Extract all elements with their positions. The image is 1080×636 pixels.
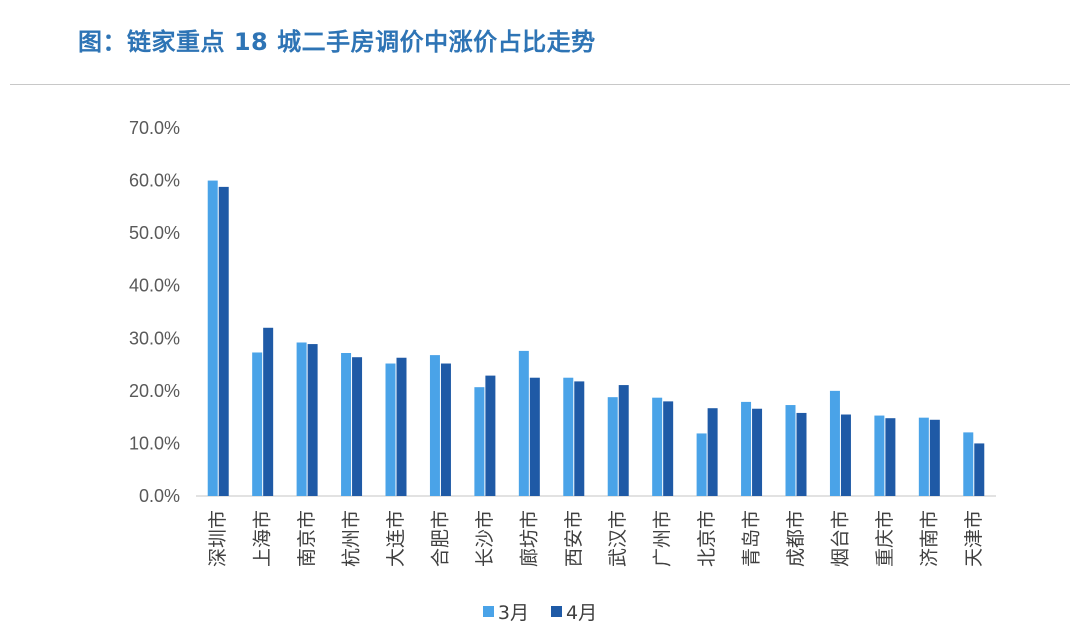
bar-march <box>785 405 796 496</box>
bar-march <box>874 415 885 496</box>
bar-march <box>207 180 218 497</box>
bar-april <box>796 412 807 496</box>
bar-april <box>974 443 985 496</box>
y-tick-label: 40.0% <box>129 276 180 296</box>
y-tick-label: 0.0% <box>139 486 180 506</box>
x-category-label: 烟台市 <box>829 510 851 567</box>
bar-march <box>741 401 752 496</box>
y-tick-label: 30.0% <box>129 328 180 348</box>
x-category-label: 广州市 <box>652 510 674 567</box>
x-category-label: 上海市 <box>252 510 274 567</box>
bar-march <box>563 377 574 496</box>
bar-april <box>485 375 496 496</box>
x-category-label: 重庆市 <box>874 510 896 567</box>
bar-march <box>607 397 618 496</box>
bar-april <box>529 377 540 496</box>
bar-march <box>963 432 974 496</box>
bar-march <box>296 342 307 496</box>
title-divider <box>10 84 1070 85</box>
legend-swatch-march <box>482 606 494 617</box>
x-category-label: 大连市 <box>385 510 407 567</box>
bar-march <box>385 363 396 496</box>
x-category-label: 西安市 <box>563 510 585 567</box>
bar-april <box>352 357 363 496</box>
bar-april <box>307 344 318 496</box>
x-category-label: 杭州市 <box>341 510 363 567</box>
x-category-label: 合肥市 <box>429 510 451 567</box>
bar-march <box>429 355 440 496</box>
legend-swatch-april <box>551 606 562 617</box>
y-tick-label: 50.0% <box>129 223 180 243</box>
y-tick-label: 70.0% <box>129 118 180 138</box>
bar-april <box>929 419 940 496</box>
bar-april <box>218 186 229 496</box>
bar-april <box>263 327 274 496</box>
chart-title: 图：链家重点 18 城二手房调价中涨价占比走势 <box>78 28 596 56</box>
y-tick-label: 60.0% <box>129 171 180 191</box>
bar-april <box>440 363 451 496</box>
bar-march <box>829 390 840 496</box>
bar-april <box>885 418 896 496</box>
x-category-label: 武汉市 <box>607 510 629 567</box>
bar-april <box>663 401 674 496</box>
x-category-label: 青岛市 <box>741 510 763 567</box>
bar-april <box>618 385 629 496</box>
y-tick-label: 20.0% <box>129 381 180 401</box>
x-category-label: 北京市 <box>696 510 718 567</box>
bar-april <box>707 408 718 496</box>
bar-march <box>341 353 352 496</box>
legend-item-march: 3月 <box>482 598 529 625</box>
bar-april <box>840 414 851 496</box>
x-category-label: 济南市 <box>918 510 940 567</box>
x-category-label: 成都市 <box>785 510 807 567</box>
bar-april <box>752 408 763 496</box>
bar-april <box>574 381 585 496</box>
legend-label-april: 4月 <box>566 602 598 624</box>
x-category-label: 南京市 <box>296 510 318 567</box>
bar-march <box>518 350 529 496</box>
bar-march <box>252 352 263 496</box>
legend-item-april: 4月 <box>551 598 597 625</box>
legend-label-march: 3月 <box>497 602 529 624</box>
bar-april <box>396 357 407 496</box>
y-tick-label: 10.0% <box>129 433 180 453</box>
x-category-label: 长沙市 <box>474 510 496 567</box>
x-category-label: 深圳市 <box>207 510 229 567</box>
x-category-label: 廊坊市 <box>518 510 540 567</box>
legend: 3月 4月 <box>0 598 1080 625</box>
bar-march <box>696 433 707 496</box>
bar-march <box>652 397 663 496</box>
x-category-label: 天津市 <box>963 510 985 567</box>
bar-march <box>474 387 485 496</box>
bar-march <box>918 417 929 496</box>
